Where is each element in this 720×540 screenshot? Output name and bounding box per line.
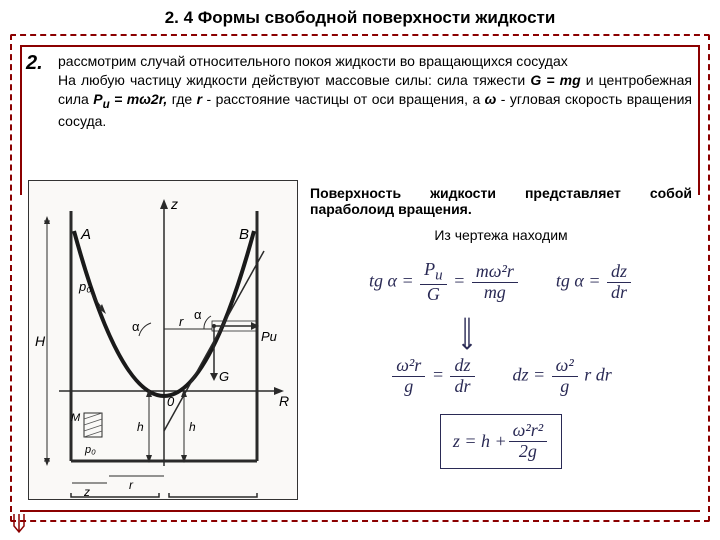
- formula-p: P: [93, 91, 102, 107]
- label-z: z: [170, 196, 178, 212]
- label-hright: h: [189, 420, 196, 434]
- label-Pu: Pи: [261, 329, 277, 344]
- right-text-block: Поверхность жидкости представляет собой …: [310, 185, 692, 243]
- label-O: 0: [167, 394, 175, 409]
- eq1-left: tg α = PиG = mω²rmg: [369, 260, 520, 305]
- logo-icon: [12, 512, 26, 534]
- formula-p-right: = mω2r,: [110, 91, 168, 107]
- label-G: G: [219, 369, 229, 384]
- body-3: где: [167, 91, 196, 107]
- label-p0: p₀: [78, 279, 92, 294]
- body-1: На любую частицу жидкости действуют масс…: [58, 72, 530, 88]
- surface-statement: Поверхность жидкости представляет собой …: [310, 185, 692, 217]
- formula-p-sub: и: [103, 98, 110, 111]
- eq2-right: dz = ω²g r dr: [513, 356, 612, 397]
- var-omega: ω: [485, 91, 497, 107]
- eq2-left: ω²rg = dzdr: [390, 356, 476, 397]
- label-r: r: [179, 314, 184, 329]
- label-R: R: [279, 393, 289, 409]
- label-M: M: [71, 412, 81, 424]
- label-H: Н: [35, 333, 46, 349]
- label-rbot: r: [129, 478, 134, 492]
- body-4: - расстояние частицы от оси вращения, а: [202, 91, 485, 107]
- label-A: A: [80, 226, 91, 243]
- from-drawing: Из чертежа находим: [310, 227, 692, 243]
- implies-arrow: ⟹: [310, 323, 692, 356]
- label-pbot: p₀: [84, 444, 96, 456]
- label-alpha2: α: [194, 307, 202, 322]
- label-alpha1: α: [132, 319, 140, 334]
- label-hleft: h: [137, 420, 144, 434]
- equations-block: tg α = PиG = mω²rmg tg α = dzdr ⟹ ω²rg =…: [310, 260, 692, 487]
- page-title: 2. 4 Формы свободной поверхности жидкост…: [0, 8, 720, 28]
- intro-text-block: рассмотрим случай относительного покоя ж…: [58, 52, 692, 131]
- formula-g: G = mg: [530, 72, 580, 88]
- intro-line: рассмотрим случай относительного покоя ж…: [58, 53, 568, 69]
- diagram-svg: z R A B p₀ Pи G α α r 0: [29, 181, 299, 501]
- equation-row-1: tg α = PиG = mω²rmg tg α = dzdr: [310, 260, 692, 305]
- label-B: B: [239, 226, 249, 243]
- paraboloid-diagram: z R A B p₀ Pи G α α r 0: [28, 180, 298, 500]
- equation-row-2: ω²rg = dzdr dz = ω²g r dr: [310, 356, 692, 397]
- boxed-equation: z = h + ω²r²2g: [440, 414, 562, 469]
- section-number: 2.: [26, 52, 43, 75]
- equation-final: z = h + ω²r²2g: [310, 414, 692, 469]
- eq1-right: tg α = dzdr: [556, 262, 633, 303]
